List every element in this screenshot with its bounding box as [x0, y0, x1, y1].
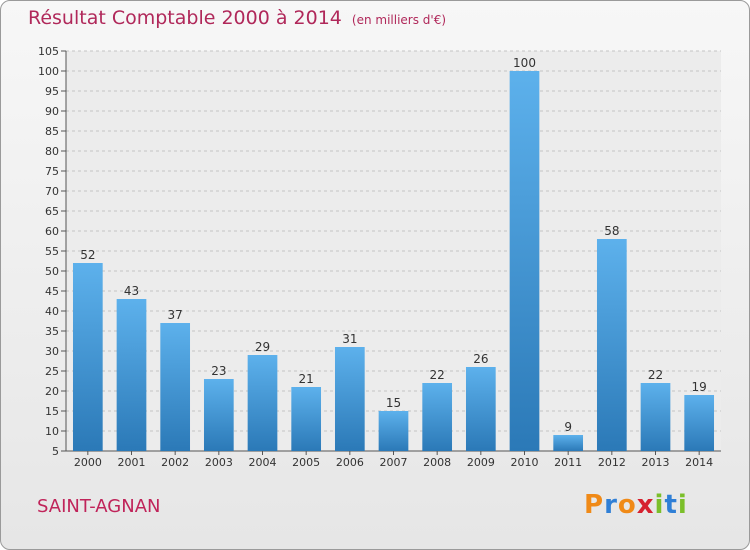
- bar: [247, 355, 278, 451]
- x-tick-label: 2001: [118, 456, 146, 469]
- y-tick-label: 100: [38, 65, 59, 78]
- x-tick-label: 2010: [511, 456, 539, 469]
- data-label: 31: [342, 332, 357, 346]
- x-tick-label: 2000: [74, 456, 102, 469]
- data-label: 100: [513, 56, 536, 70]
- y-tick-label: 60: [45, 225, 59, 238]
- x-tick-label: 2009: [467, 456, 495, 469]
- proxiti-logo: Proxiti: [584, 490, 688, 520]
- x-tick-label: 2007: [380, 456, 408, 469]
- town-name: SAINT-AGNAN: [37, 496, 161, 517]
- x-tick-label: 2008: [423, 456, 451, 469]
- x-tick-label: 2013: [642, 456, 670, 469]
- logo-letter: r: [604, 490, 618, 520]
- data-label: 9: [564, 420, 572, 434]
- chart-title: Résultat Comptable 2000 à 2014 (en millie…: [28, 7, 446, 29]
- y-tick-label: 5: [52, 445, 59, 458]
- x-tick-label: 2002: [161, 456, 189, 469]
- y-tick-label: 50: [45, 265, 59, 278]
- logo-letter: o: [617, 490, 637, 520]
- y-tick-label: 95: [45, 85, 59, 98]
- x-tick-label: 2003: [205, 456, 233, 469]
- logo-letter: t: [664, 490, 678, 520]
- logo-letter: P: [584, 490, 605, 520]
- y-tick-label: 25: [45, 365, 59, 378]
- data-label: 19: [692, 380, 707, 394]
- data-label: 37: [168, 308, 183, 322]
- x-tick-label: 2005: [292, 456, 320, 469]
- bar: [509, 71, 540, 451]
- y-tick-label: 90: [45, 105, 59, 118]
- y-tick-label: 45: [45, 285, 59, 298]
- bar: [116, 299, 147, 451]
- bar: [553, 435, 584, 451]
- data-label: 29: [255, 340, 270, 354]
- bar: [640, 383, 671, 451]
- data-label: 58: [604, 224, 619, 238]
- bar: [72, 263, 103, 451]
- data-label: 22: [648, 368, 663, 382]
- logo-letter: i: [654, 490, 665, 520]
- y-tick-label: 70: [45, 185, 59, 198]
- chart-title-text: Résultat Comptable 2000 à 2014: [28, 7, 342, 29]
- bar: [378, 411, 409, 451]
- y-tick-label: 55: [45, 245, 59, 258]
- logo-letter: i: [677, 490, 688, 520]
- data-label: 52: [80, 248, 95, 262]
- y-tick-label: 85: [45, 125, 59, 138]
- y-tick-label: 105: [38, 45, 59, 58]
- y-tick-label: 10: [45, 425, 59, 438]
- x-tick-label: 2014: [685, 456, 713, 469]
- y-tick-label: 75: [45, 165, 59, 178]
- y-tick-label: 80: [45, 145, 59, 158]
- x-tick-label: 2006: [336, 456, 364, 469]
- y-tick-label: 30: [45, 345, 59, 358]
- data-label: 21: [299, 372, 314, 386]
- logo-letter: x: [636, 490, 655, 520]
- y-tick-label: 40: [45, 305, 59, 318]
- data-label: 22: [430, 368, 445, 382]
- y-tick-label: 15: [45, 405, 59, 418]
- bar: [422, 383, 453, 451]
- bar: [334, 347, 365, 451]
- y-tick-label: 65: [45, 205, 59, 218]
- chart-unit: (en milliers d'€): [351, 13, 447, 27]
- x-tick-label: 2012: [598, 456, 626, 469]
- bar: [465, 367, 496, 451]
- y-tick-label: 35: [45, 325, 59, 338]
- data-label: 26: [473, 352, 488, 366]
- x-tick-label: 2011: [554, 456, 582, 469]
- y-tick-label: 20: [45, 385, 59, 398]
- bar: [203, 379, 234, 451]
- bar: [160, 323, 191, 451]
- x-tick-label: 2004: [249, 456, 277, 469]
- bar: [684, 395, 715, 451]
- data-label: 43: [124, 284, 139, 298]
- bar: [596, 239, 627, 451]
- data-label: 15: [386, 396, 401, 410]
- bar: [291, 387, 322, 451]
- data-label: 23: [211, 364, 226, 378]
